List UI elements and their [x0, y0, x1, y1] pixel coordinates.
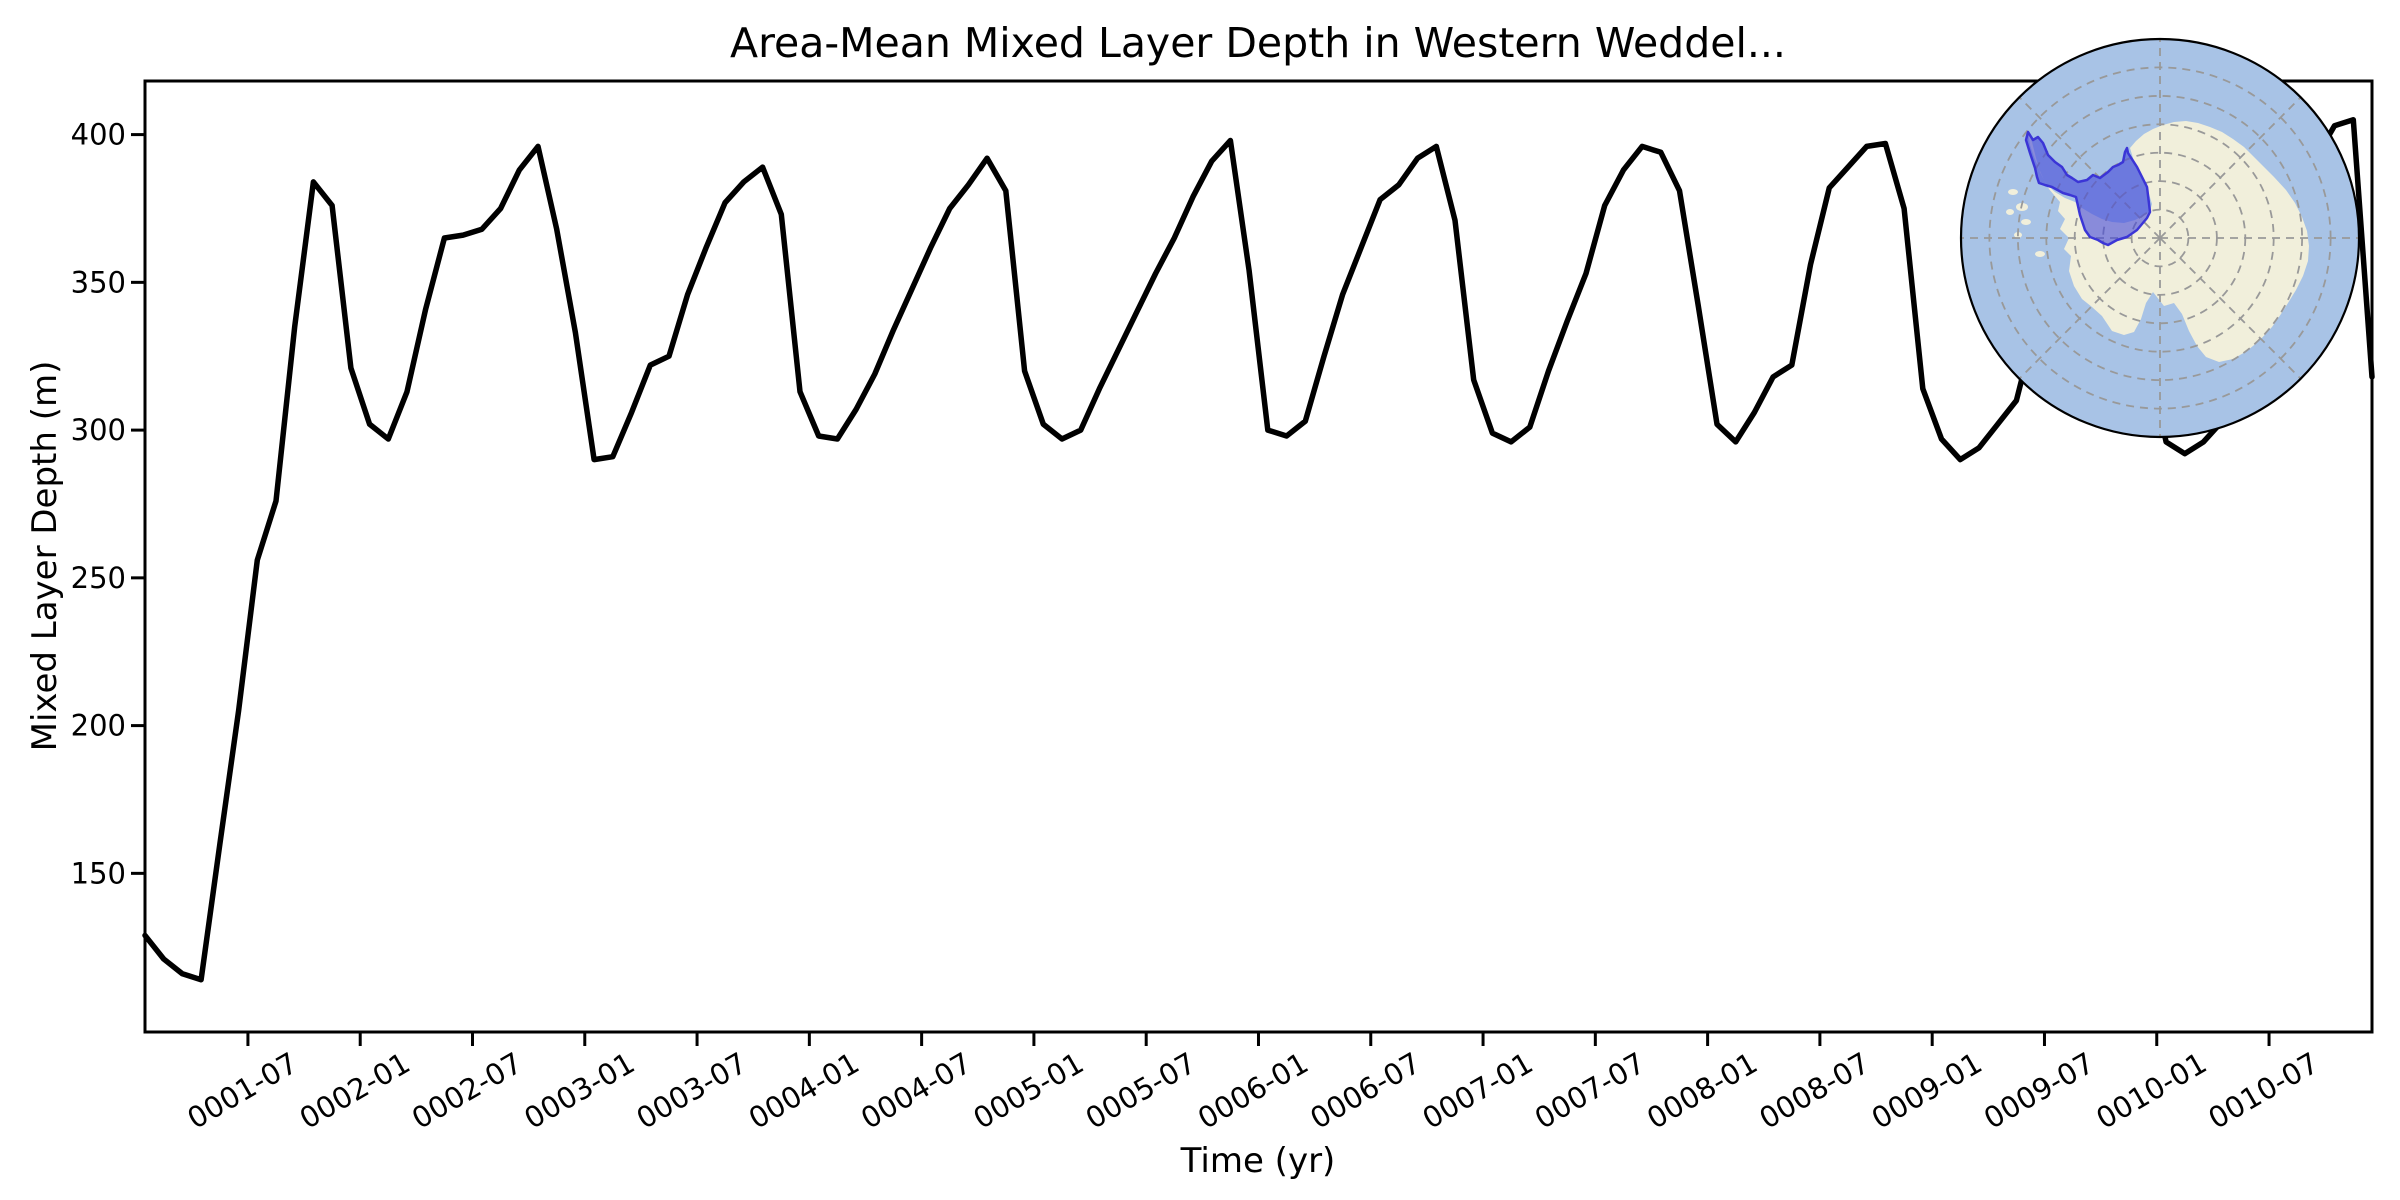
- x-tick-label: 0005-01: [967, 1046, 1089, 1136]
- x-tick-label: 0010-07: [2203, 1046, 2325, 1136]
- x-tick-label: 0002-07: [406, 1046, 528, 1136]
- island: [2021, 219, 2031, 225]
- x-tick-label: 0006-01: [1192, 1046, 1314, 1136]
- x-axis-ticks: 0001-070002-010002-070003-010003-070004-…: [181, 1032, 2325, 1136]
- y-axis-ticks: 150 200 250 300 350 400: [71, 118, 145, 890]
- x-tick-label: 0001-07: [181, 1046, 303, 1136]
- x-tick-label: 0008-07: [1753, 1046, 1875, 1136]
- island: [2006, 209, 2014, 215]
- chart-title: Area-Mean Mixed Layer Depth in Western W…: [730, 19, 1786, 67]
- y-tick-label: 300: [71, 413, 126, 447]
- x-tick-label: 0004-07: [855, 1046, 977, 1136]
- y-tick-label: 250: [71, 561, 126, 595]
- x-axis-label: Time (yr): [1180, 1141, 1336, 1181]
- x-tick-label: 0007-07: [1529, 1046, 1651, 1136]
- x-tick-label: 0005-07: [1080, 1046, 1202, 1136]
- island: [2008, 189, 2018, 195]
- x-tick-label: 0010-01: [2090, 1046, 2212, 1136]
- y-tick-label: 200: [71, 709, 126, 743]
- western-weddell-region-highlight: [2024, 130, 2152, 247]
- x-tick-label: 0003-01: [518, 1046, 640, 1136]
- y-tick-label: 400: [71, 118, 126, 152]
- antarctica-inset-map: [1959, 37, 2361, 439]
- antarctica-landmass: [2028, 121, 2309, 362]
- y-axis-label: Mixed Layer Depth (m): [25, 361, 65, 752]
- x-tick-label: 0009-07: [1978, 1046, 2100, 1136]
- x-tick-label: 0009-01: [1866, 1046, 1988, 1136]
- x-tick-label: 0006-07: [1304, 1046, 1426, 1136]
- x-tick-label: 0008-01: [1641, 1046, 1763, 1136]
- mld-line: [142, 117, 2375, 983]
- y-tick-label: 150: [71, 856, 126, 890]
- x-tick-label: 0007-01: [1417, 1046, 1539, 1136]
- island: [2035, 251, 2045, 257]
- graticule: [1961, 39, 2359, 437]
- x-tick-label: 0002-01: [294, 1046, 416, 1136]
- data-line-layer: [142, 117, 2375, 983]
- x-tick-label: 0004-01: [743, 1046, 865, 1136]
- x-tick-label: 0003-07: [631, 1046, 753, 1136]
- y-tick-label: 350: [71, 265, 126, 299]
- inset-outline: [1959, 37, 2361, 439]
